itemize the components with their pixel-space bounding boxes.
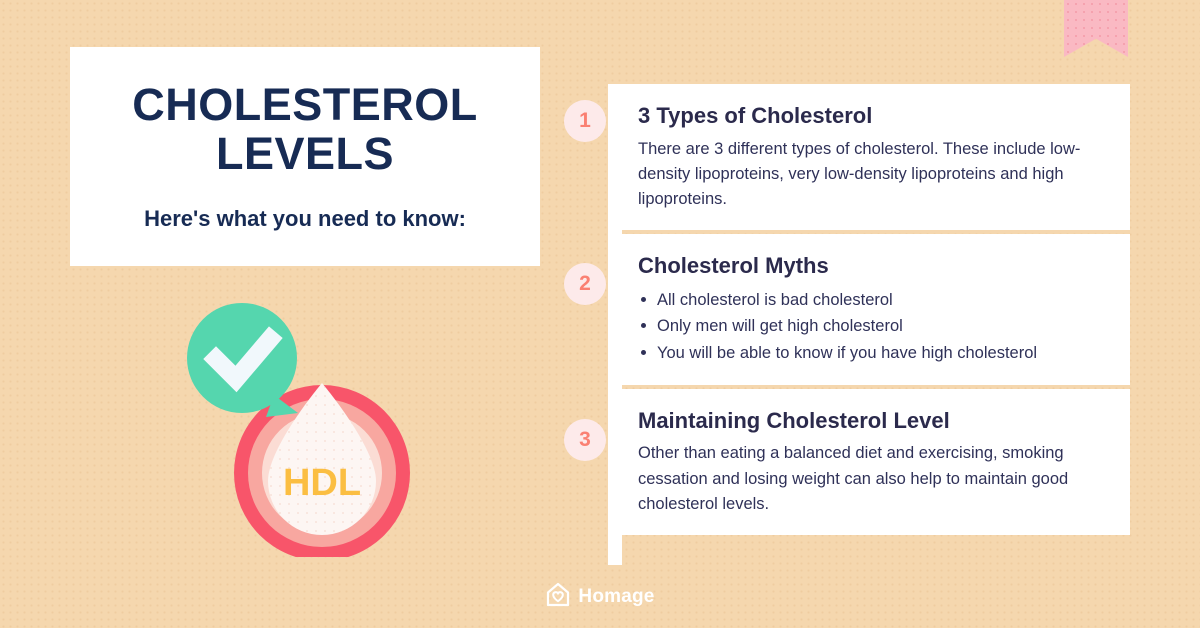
check-icon xyxy=(203,326,283,393)
brand-wordmark: Homage xyxy=(578,586,655,607)
content-card-3: Maintaining Cholesterol Level Other than… xyxy=(608,388,1130,536)
hdl-illustration: HDL xyxy=(170,295,450,561)
speech-bubble-icon xyxy=(187,303,298,417)
content-card-2: Cholesterol Myths All cholesterol is bad… xyxy=(608,234,1130,385)
droplet-label: HDL xyxy=(283,462,361,504)
step-badge-3: 3 xyxy=(564,419,606,461)
list-item: You will be able to know if you have hig… xyxy=(638,340,1108,367)
card-body: There are 3 different types of cholester… xyxy=(638,139,1081,208)
page-subtitle: Here's what you need to know: xyxy=(144,206,466,232)
card-title: Maintaining Cholesterol Level xyxy=(638,407,950,433)
footer-logo: Homage xyxy=(0,580,1200,614)
page-title: CHOLESTEROL LEVELS xyxy=(132,78,478,179)
card-body: Other than eating a balanced diet and ex… xyxy=(638,444,1069,513)
step-badge-1: 1 xyxy=(564,100,606,142)
content-card-1: 3 Types of Cholesterol There are 3 diffe… xyxy=(608,84,1130,231)
card-title: Cholesterol Myths xyxy=(638,253,829,279)
list-item: Only men will get high cholesterol xyxy=(638,313,1108,340)
ribbon-banner-icon xyxy=(1064,0,1128,57)
list-item: All cholesterol is bad cholesterol xyxy=(638,287,1108,314)
house-heart-icon xyxy=(545,581,571,613)
ribbon-dot-texture xyxy=(1064,0,1128,57)
card-bullet-list: All cholesterol is bad cholesterol Only … xyxy=(638,287,1108,367)
card-title: 3 Types of Cholesterol xyxy=(638,103,873,128)
title-card: CHOLESTEROL LEVELS Here's what you need … xyxy=(70,47,540,266)
content-cards: 3 Types of Cholesterol There are 3 diffe… xyxy=(608,84,1130,536)
step-badge-2: 2 xyxy=(564,263,606,305)
